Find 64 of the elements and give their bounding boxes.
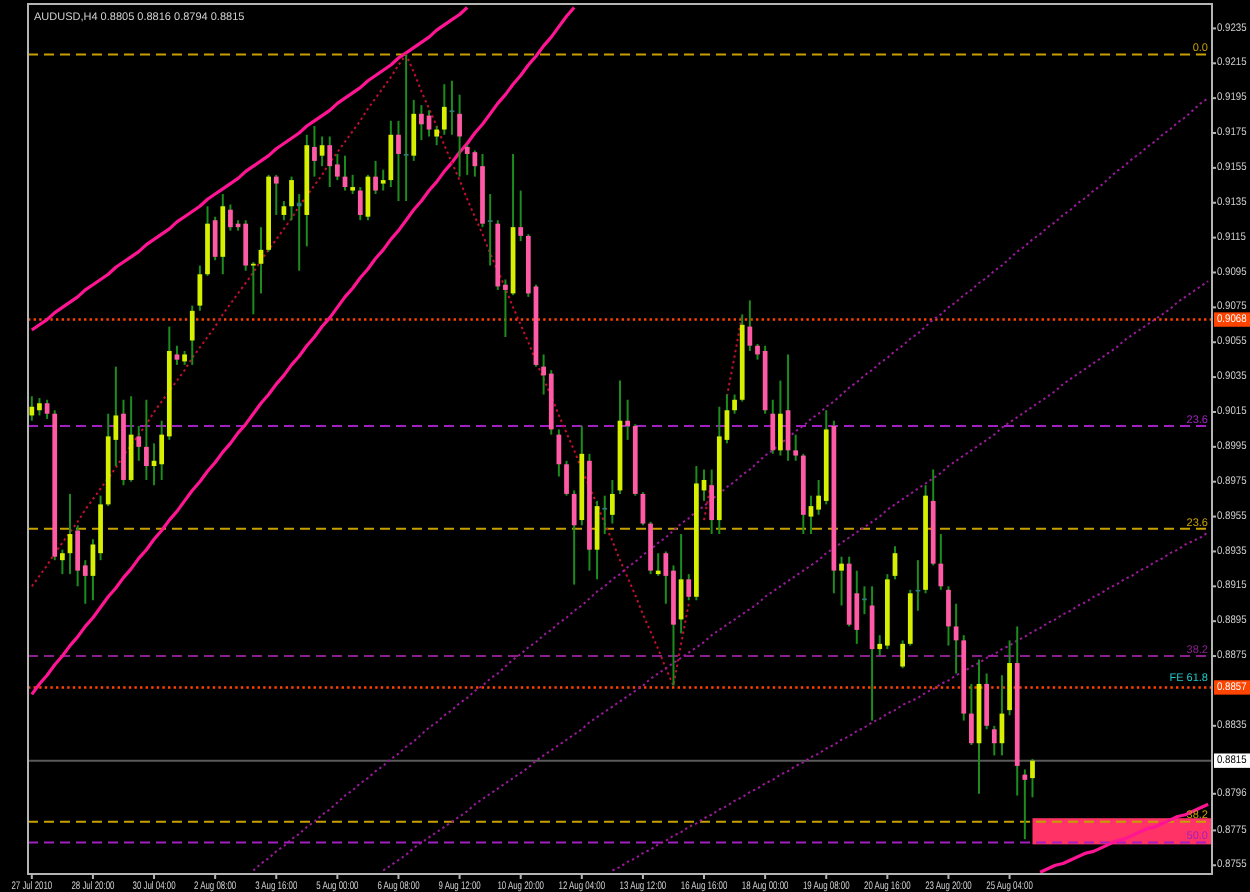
candlestick: [648, 520, 653, 576]
candlestick: [189, 304, 195, 366]
candlestick: [388, 119, 394, 189]
candlestick: [793, 433, 799, 462]
candlestick: [212, 215, 218, 262]
candlestick: [915, 559, 921, 612]
candlestick: [609, 478, 615, 525]
candlestick: [946, 585, 951, 647]
candlestick: [732, 393, 737, 415]
candlestick: [778, 379, 783, 457]
candlestick: [357, 186, 363, 222]
line-series: [382, 280, 1210, 872]
candlestick: [602, 494, 608, 536]
candlestick: [396, 119, 401, 203]
candlestick: [29, 395, 35, 422]
candlestick: [487, 193, 493, 267]
candlestick: [991, 724, 997, 757]
candlestick: [938, 533, 944, 591]
candlestick: [419, 104, 424, 141]
candlestick: [144, 398, 149, 481]
candlestick: [243, 219, 249, 272]
candlestick: [854, 569, 860, 645]
candlestick: [686, 573, 692, 602]
candlestick: [457, 93, 462, 178]
candlestick: [770, 398, 776, 455]
candlestick: [900, 639, 905, 670]
candlestick: [839, 555, 844, 607]
candlestick: [350, 173, 356, 196]
line-series: [252, 97, 1210, 872]
candlestick: [464, 144, 470, 176]
candlestick: [289, 175, 294, 222]
candlestick: [411, 98, 417, 162]
candlestick: [564, 459, 569, 497]
candlestick: [174, 344, 180, 366]
candlestick: [228, 203, 233, 232]
candlestick: [136, 424, 142, 462]
candlestick: [75, 524, 81, 588]
candlestick: [625, 398, 631, 441]
candlestick: [434, 125, 440, 147]
candlestick: [472, 149, 478, 178]
candlestick: [273, 173, 279, 216]
candlestick: [373, 159, 378, 196]
candlestick: [60, 548, 65, 576]
line-series: [30, 5, 469, 332]
candlestick: [335, 152, 340, 182]
candlestick: [250, 261, 256, 316]
candlestick: [709, 468, 715, 536]
candlestick: [449, 79, 455, 136]
candlestick: [571, 489, 577, 586]
candlestick: [518, 189, 524, 243]
line-series: [1038, 802, 1210, 874]
candlestick: [380, 168, 386, 192]
candlestick: [403, 53, 409, 203]
candlestick: [1007, 639, 1012, 717]
candlestick: [747, 299, 753, 352]
candlestick: [984, 672, 990, 731]
candlestick: [441, 83, 447, 136]
candlestick: [969, 682, 974, 746]
candlestick: [1022, 768, 1028, 841]
candlestick: [1030, 757, 1035, 799]
candlestick: [327, 135, 333, 189]
line-series: [30, 5, 576, 697]
line-series: [611, 531, 1210, 872]
candlestick: [312, 125, 317, 178]
